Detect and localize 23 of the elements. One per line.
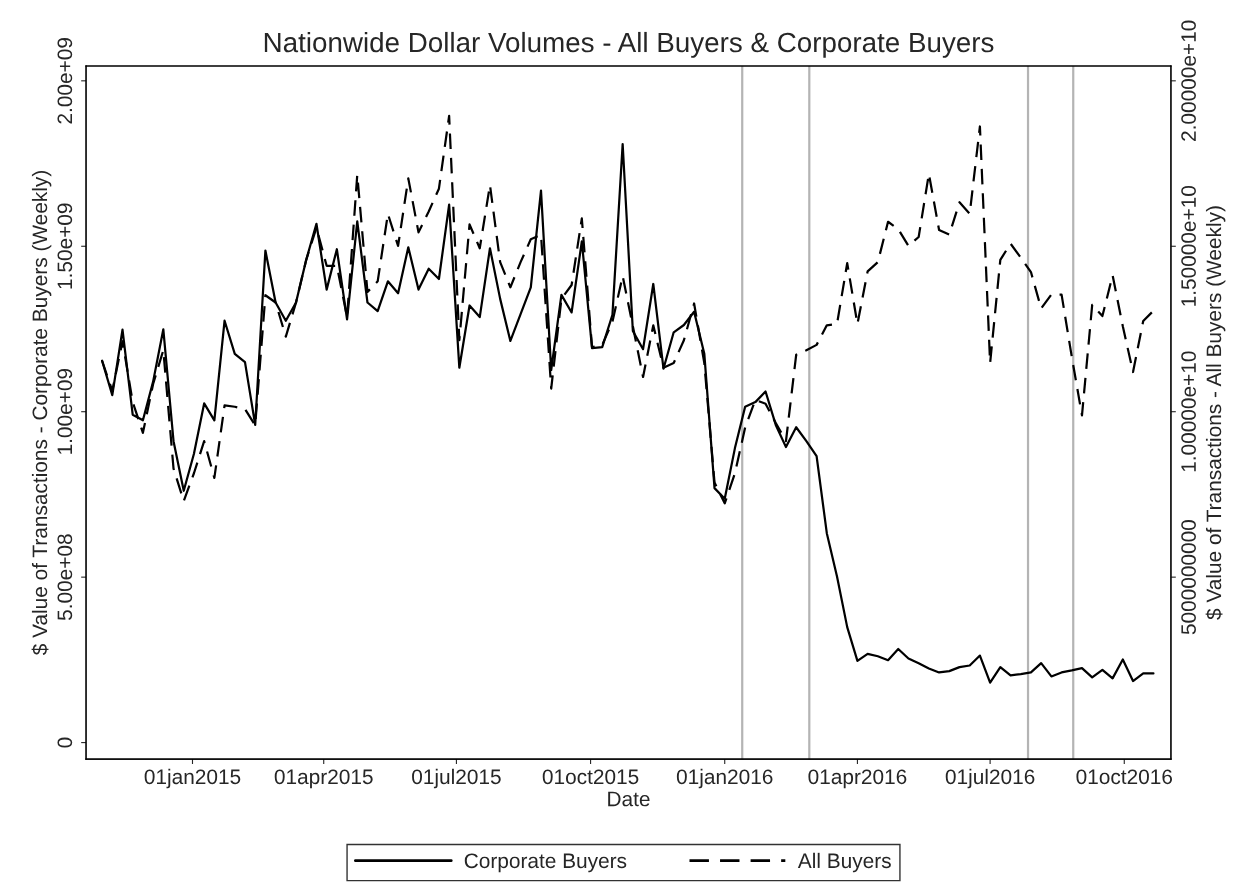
y-tick-label: 1.00e+09 (57, 368, 73, 454)
chart-title: Nationwide Dollar Volumes - All Buyers & Corporate Buyers (264, 31, 994, 58)
y2-tick-label: 1.50000e+10 (1181, 185, 1196, 306)
legend-label: All Buyers (797, 852, 891, 873)
y-tick-label: 2.00e+09 (57, 38, 73, 124)
x-tick-label: 01jul2016 (945, 768, 1035, 789)
y-axis-title: $ Value of Transactions - Corporate Buyers (Weekly) (31, 171, 52, 656)
x-tick-label: 01jan2015 (144, 768, 241, 789)
x-axis-title: Date (608, 791, 650, 807)
legend-label: Corporate Buyers (464, 853, 627, 873)
y2-axis-title: $ Value of Transactions - All Buyers (Weekly) (1205, 206, 1226, 620)
y2-tick-label: 1.00000e+10 (1181, 351, 1196, 472)
x-tick-label: 01jul2015 (412, 768, 501, 789)
y-tick-label: 1.50e+09 (57, 203, 73, 289)
x-tick-label: 01apr2016 (808, 769, 907, 789)
y-tick-label: 5.00e+08 (57, 534, 73, 621)
x-tick-label: 01oct2016 (1076, 769, 1173, 785)
y-tick-label: 0 (57, 737, 73, 748)
y2-tick-label: 5000000000 (1181, 520, 1196, 635)
x-tick-label: 01oct2015 (542, 769, 639, 785)
x-tick-label: 01apr2015 (274, 769, 373, 789)
y2-tick-label: 2.00000e+10 (1181, 20, 1196, 141)
x-tick-label: 01jan2016 (676, 768, 773, 789)
